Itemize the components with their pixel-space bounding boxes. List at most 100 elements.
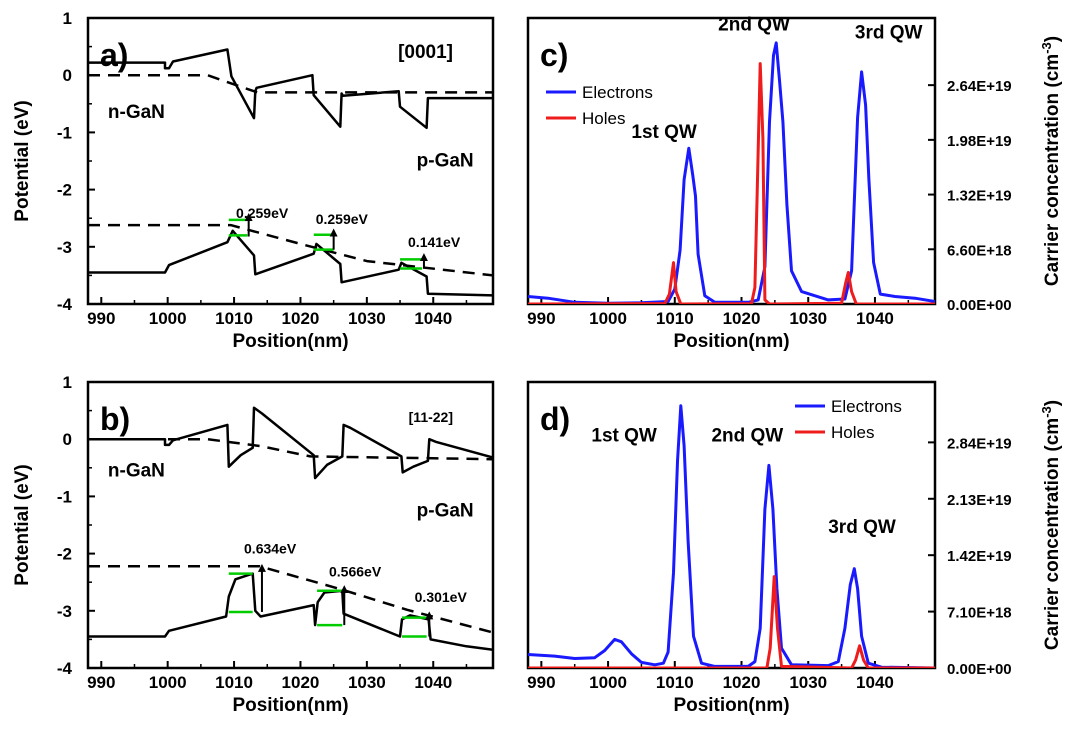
x-axis-label: Position(nm) [232,331,348,352]
y-tick-label: 2.13E+19 [947,492,1012,509]
x-tick-label: 1030 [348,673,386,692]
y-axis-label-main: Carrier concentration (cm [1042,54,1063,286]
legend-entry: Holes [831,423,874,442]
qw-label: 2nd QW [718,14,790,35]
orientation-label: [11-22] [409,409,453,425]
y-tick-label: 6.60E+18 [947,242,1012,259]
qw-label: 1st QW [631,122,697,143]
panel-label: d) [540,401,570,437]
region-label: p-GaN [417,500,474,521]
energy-label: 0.634eV [244,541,297,557]
y-tick-label: -1 [57,487,72,506]
y-axis-label-superscript: -3 [1039,42,1054,54]
curve-fermi-n [88,73,493,94]
x-tick-label: 1040 [414,309,452,328]
energy-label: 0.301eV [415,589,468,605]
legend-entry: Holes [582,109,625,128]
x-axis-label: Position(nm) [232,695,348,716]
qw-label: 3rd QW [828,517,896,538]
y-tick-label: 0 [63,430,72,449]
y-tick-label: 1.98E+19 [947,133,1012,150]
y-tick-label: -3 [57,602,72,621]
x-tick-label: 1020 [282,309,320,328]
x-tick-label: 990 [527,673,555,692]
x-tick-label: 1020 [282,673,320,692]
y-axis-label-superscript: -3 [1039,406,1054,418]
x-tick-label: 1000 [149,309,187,328]
x-tick-label: 1040 [414,673,452,692]
y-tick-label: -2 [57,181,72,200]
y-tick-label: 7.10E+18 [947,605,1012,622]
y-axis-label-close: ) [1042,36,1063,42]
y-tick-label: -2 [57,545,72,564]
region-label: n-GaN [108,460,165,481]
y-tick-label: 1.42E+19 [947,548,1012,565]
y-tick-label: 0.00E+00 [947,661,1012,678]
x-tick-label: 990 [87,673,115,692]
x-axis-label: Position(nm) [673,331,789,352]
data-layer [528,404,935,668]
energy-label: 0.566eV [329,563,382,579]
y-axis-label: Carrier concentration (cm-3) [1039,36,1064,286]
panel-label: a) [100,37,128,73]
y-tick-label: -4 [57,659,73,678]
y-axis-label-close: ) [1042,400,1063,406]
panel-c: 990 1000 1010 1020 1030 1040 Position(nm) 2.64E… [526,14,1064,352]
energy-label: 0.259eV [316,211,369,227]
x-tick-label: 1030 [789,673,827,692]
qw-label: 3rd QW [855,23,923,44]
legend-entry: Electrons [831,397,902,416]
panel-d: 990 1000 1010 1020 1030 1040 Position(nm) 2.84E… [526,380,1064,716]
legend-entry: Electrons [582,83,653,102]
series-holes [528,575,935,668]
curve-valence [88,572,493,651]
x-tick-label: 1040 [856,673,894,692]
energy-label: 0.259eV [236,205,289,221]
y-axis-label: Potential (eV) [12,464,33,585]
y-tick-label: 2.64E+19 [947,78,1012,95]
data-layer [88,406,493,651]
x-tick-label: 1020 [723,309,761,328]
x-tick-label: 1010 [656,309,694,328]
region-label: n-GaN [108,102,165,123]
panel-label: b) [100,401,130,437]
curve-conduction [88,406,493,480]
y-tick-label: -1 [57,123,72,142]
y-tick-label: 1 [63,373,72,392]
x-tick-label: 1010 [656,673,694,692]
x-tick-label: 1000 [149,673,187,692]
data-layer [88,48,493,297]
qw-label: 1st QW [591,426,657,447]
series-electrons [528,404,935,668]
y-tick-label: -4 [57,295,73,314]
x-tick-label: 990 [527,309,555,328]
x-tick-label: 1010 [215,309,253,328]
x-axis-label: Position(nm) [673,695,789,716]
series-holes [528,62,935,304]
y-tick-label: -3 [57,238,72,257]
y-axis-label: Potential (eV) [12,100,33,221]
y-axis-label: Carrier concentration (cm-3) [1039,400,1064,650]
x-tick-label: 1020 [723,673,761,692]
energy-label: 0.141eV [408,234,461,250]
x-tick-label: 1010 [215,673,253,692]
y-tick-label: 0 [63,66,72,85]
y-tick-label: 0.00E+00 [947,297,1012,314]
y-tick-label: 1.32E+19 [947,188,1012,205]
x-tick-label: 1040 [856,309,894,328]
panel-a: 990 1000 1010 1020 1030 1040 Position(nm) 1 0 -1 -… [12,9,495,352]
qw-label: 2nd QW [711,426,783,447]
y-axis-label-main: Carrier concentration (cm [1042,418,1063,650]
x-tick-label: 1030 [348,309,386,328]
curve-conduction [88,48,493,130]
region-label: p-GaN [417,151,474,172]
panel-label: c) [540,37,568,73]
x-tick-label: 990 [87,309,115,328]
x-tick-label: 1030 [789,309,827,328]
x-tick-label: 1000 [589,309,627,328]
x-tick-label: 1000 [589,673,627,692]
panel-b: 990 1000 1010 1020 1030 1040 Position(nm) 1 0 -1 -… [12,373,495,716]
y-tick-label: 2.84E+19 [947,435,1012,452]
curve-fermi-p [88,223,493,277]
